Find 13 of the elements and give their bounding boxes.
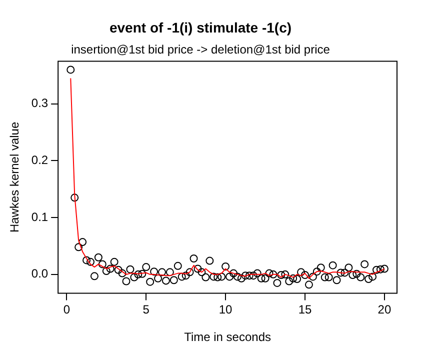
x-tick-label: 0 (63, 302, 70, 317)
y-axis-title: Hawkes kernel value (8, 122, 22, 233)
y-tick-label: 0.1 (31, 210, 48, 224)
x-tick-label: 5 (142, 302, 150, 317)
chart-title: event of -1(i) stimulate -1(c) (109, 19, 292, 36)
chart-subtitle: insertion@1st bid price -> deletion@1st bid price (71, 42, 330, 56)
x-tick-label: 10 (218, 302, 233, 317)
x-tick-label: 15 (298, 302, 312, 317)
y-tick-label: 0.2 (31, 153, 48, 168)
y-tick-label: 0.3 (31, 96, 48, 110)
x-axis-title: Time in seconds (184, 330, 272, 344)
x-tick-label: 20 (378, 302, 392, 317)
y-tick-label: 0.0 (31, 266, 48, 281)
